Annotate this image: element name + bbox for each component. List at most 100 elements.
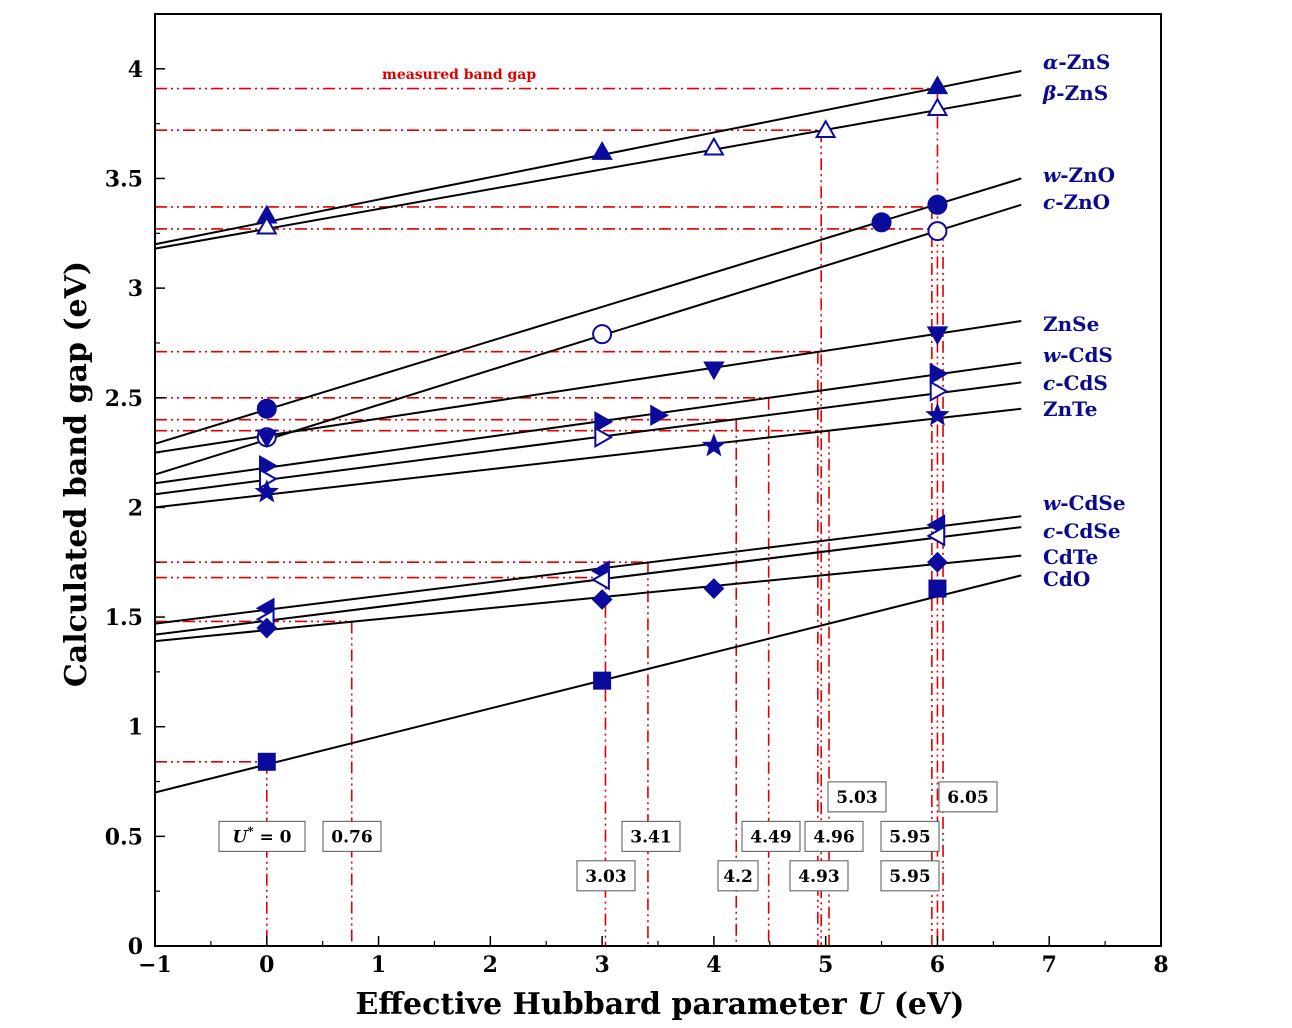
fit-line-w-cdse bbox=[154, 515, 1022, 625]
point-cdte bbox=[256, 617, 278, 639]
annotation-box bbox=[717, 860, 759, 892]
point-cdte bbox=[591, 589, 613, 610]
point-cdo bbox=[257, 752, 276, 771]
y-tick-label: 3.5 bbox=[105, 166, 143, 192]
fit-line-c-zno bbox=[154, 203, 1022, 476]
fit-line-znse bbox=[154, 320, 1022, 454]
annotation-box bbox=[880, 820, 940, 852]
x-tick-label: 1 bbox=[371, 952, 386, 978]
series-label-w-cdse: w-CdSe bbox=[1043, 491, 1126, 515]
annotation-label: 0.76 bbox=[331, 827, 372, 847]
series-label-c-cdse: c-CdSe bbox=[1043, 519, 1121, 543]
point-zns bbox=[926, 97, 949, 117]
series-label-cdo: CdO bbox=[1043, 567, 1090, 591]
annotation-label: 5.03 bbox=[836, 788, 877, 808]
fit-line-zns bbox=[154, 70, 1022, 246]
plot-frame bbox=[154, 13, 1162, 947]
y-axis-title: Calculated band gap (eV) bbox=[59, 261, 94, 687]
annotation-label: 3.03 bbox=[585, 867, 626, 887]
point-zns bbox=[814, 119, 837, 138]
point-c-zno bbox=[927, 221, 948, 242]
point-c-zno bbox=[592, 324, 613, 345]
point-zns bbox=[591, 141, 613, 160]
point-znse bbox=[703, 361, 725, 381]
point-w-zno bbox=[256, 398, 277, 419]
x-tick-label: 6 bbox=[930, 952, 945, 978]
point-znse bbox=[256, 429, 278, 449]
point-w-cds bbox=[929, 362, 949, 385]
point-zns bbox=[256, 215, 278, 235]
measured-gap-lines bbox=[155, 87, 944, 946]
series-label-znse: ZnSe bbox=[1043, 312, 1099, 336]
fit-line-cdo bbox=[154, 574, 1022, 794]
point-cdo bbox=[928, 579, 947, 598]
annotation-box bbox=[827, 781, 887, 813]
point-w-cds bbox=[650, 404, 670, 427]
annotation-label: 5.95 bbox=[889, 867, 930, 887]
annotation-label: U* = 0 bbox=[232, 824, 291, 847]
x-axis-title: Effective Hubbard parameter U (eV) bbox=[356, 987, 965, 1022]
series-label-w-zno: w-ZnO bbox=[1043, 163, 1115, 187]
point-cdte bbox=[703, 578, 725, 599]
point-w-zno bbox=[871, 212, 892, 233]
annotation-box bbox=[804, 820, 864, 852]
annotation-box bbox=[880, 860, 940, 892]
annotation-box bbox=[789, 860, 849, 892]
point-c-cdse bbox=[591, 569, 610, 591]
point-c-cds bbox=[929, 380, 949, 402]
y-tick-label: 1.5 bbox=[105, 605, 143, 631]
series-label-znte: ZnTe bbox=[1043, 397, 1097, 421]
annotation-label: 3.41 bbox=[630, 827, 671, 847]
y-tick-label: 1 bbox=[128, 715, 143, 741]
x-tick-label: 5 bbox=[818, 952, 833, 978]
measured-band-gap-label: measured band gap bbox=[382, 67, 536, 83]
annotation-box bbox=[741, 820, 801, 852]
x-tick-label: 4 bbox=[706, 952, 721, 978]
fit-line-zns bbox=[154, 94, 1022, 250]
y-tick-label: 3 bbox=[128, 276, 143, 302]
annotation-label: 4.2 bbox=[723, 867, 753, 887]
x-tick-label: 8 bbox=[1153, 952, 1168, 978]
fit-line-cdte bbox=[154, 554, 1022, 643]
y-tick-label: 2.5 bbox=[105, 386, 143, 412]
y-tick-label: 4 bbox=[128, 57, 143, 83]
point-cdte bbox=[927, 551, 948, 573]
annotation-label: 4.96 bbox=[813, 827, 854, 847]
point-c-cds bbox=[594, 426, 614, 448]
point-zns bbox=[926, 75, 949, 95]
series-label-zns: α-ZnS bbox=[1043, 50, 1110, 74]
point-cdo bbox=[593, 671, 612, 690]
fit-line-znte bbox=[154, 407, 1022, 509]
series-label-w-cds: w-CdS bbox=[1043, 343, 1113, 367]
annotation-box bbox=[218, 820, 306, 852]
data-points bbox=[254, 75, 950, 771]
annotation-box bbox=[938, 781, 998, 813]
annotation-box bbox=[322, 820, 382, 852]
point-znse bbox=[926, 326, 949, 346]
series-label-zns: β-ZnS bbox=[1042, 81, 1108, 105]
point-w-cds bbox=[259, 455, 278, 477]
annotation-label: 4.49 bbox=[750, 827, 791, 847]
y-tick-label: 0 bbox=[128, 934, 143, 960]
fit-line-w-cds bbox=[154, 361, 1022, 485]
annotation-box bbox=[576, 860, 636, 892]
annotation-label: 6.05 bbox=[947, 788, 988, 808]
point-znte bbox=[925, 402, 950, 426]
x-tick-label: 0 bbox=[259, 952, 274, 978]
series-label-cdte: CdTe bbox=[1043, 545, 1098, 569]
axes: −1 0 1 2 3 4 5 6 7 800.511.522.533.54 bbox=[105, 13, 1169, 978]
x-tick-label: 7 bbox=[1042, 952, 1057, 978]
point-w-zno bbox=[927, 194, 948, 215]
annotation-box bbox=[621, 820, 681, 852]
point-znte bbox=[701, 433, 727, 457]
point-c-cdse bbox=[926, 525, 946, 547]
y-tick-label: 0.5 bbox=[105, 824, 143, 850]
x-tick-label: 2 bbox=[483, 952, 498, 978]
fit-line-c-cdse bbox=[154, 526, 1022, 636]
series-label-c-zno: c-ZnO bbox=[1043, 190, 1110, 214]
point-w-cds bbox=[594, 411, 614, 433]
u-star-annotations: U* = 0 0.76 3.413.03 4.49 4.2 4.96 4.93 5.03 5.9… bbox=[218, 781, 998, 892]
annotation-label: 5.95 bbox=[889, 827, 930, 847]
point-znte bbox=[254, 479, 280, 503]
